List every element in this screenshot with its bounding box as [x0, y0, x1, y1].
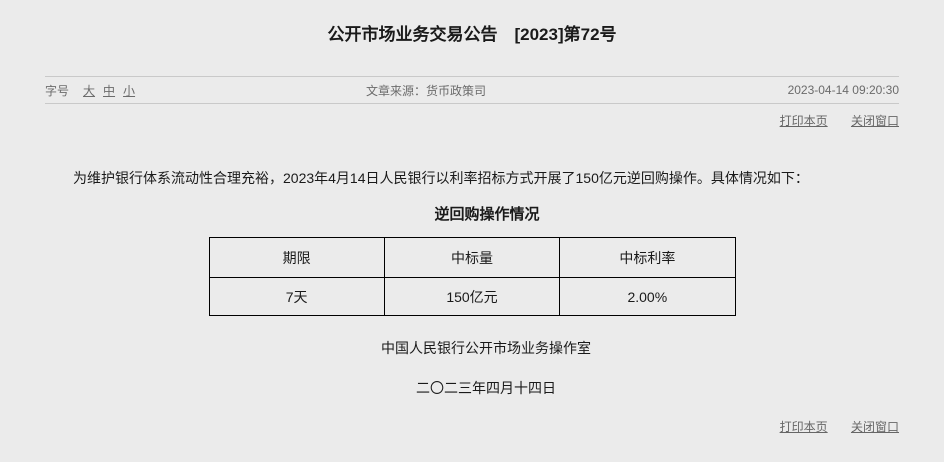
signature-date: 二〇二三年四月十四日 — [416, 380, 556, 396]
article-source: 文章来源：货币政策司 — [366, 82, 486, 99]
font-size-control: 字号 大 中 小 — [45, 82, 135, 99]
meta-bar: 字号 大 中 小 文章来源：货币政策司 2023-04-14 09:20:30 — [45, 76, 899, 104]
page-title: 公开市场业务交易公告 [2023]第72号 — [327, 25, 617, 44]
print-page-link-bottom[interactable]: 打印本页 — [779, 420, 828, 434]
table-cell-term: 7天 — [208, 277, 385, 316]
print-page-link[interactable]: 打印本页 — [779, 114, 828, 128]
signature-organization: 中国人民银行公开市场业务操作室 — [381, 340, 591, 356]
article-source-label: 文章来源： — [366, 83, 427, 98]
close-window-link[interactable]: 关闭窗口 — [850, 114, 899, 128]
bottom-action-links: 打印本页 关闭窗口 — [45, 419, 899, 435]
table-caption: 逆回购操作情况 — [434, 206, 540, 223]
announcement-body: 为维护银行体系流动性合理充裕，2023年4月14日人民银行以利率招标方式开展了1… — [73, 170, 809, 186]
article-source-value: 货币政策司 — [426, 83, 487, 98]
font-size-label: 字号 — [45, 83, 70, 98]
font-size-large-link[interactable]: 大 — [83, 83, 96, 98]
table-cell-rate: 2.00% — [559, 277, 736, 316]
table-header-volume: 中标量 — [383, 237, 561, 278]
close-window-link-bottom[interactable]: 关闭窗口 — [850, 420, 899, 434]
table-header-rate: 中标利率 — [559, 237, 736, 278]
table-cell-volume: 150亿元 — [383, 277, 561, 316]
reverse-repo-table: 期限 中标量 中标利率 7天 150亿元 2.00% — [208, 237, 736, 316]
publish-datetime: 2023-04-14 09:20:30 — [787, 83, 899, 97]
top-action-links: 打印本页 关闭窗口 — [45, 113, 899, 129]
table-row: 7天 150亿元 2.00% — [208, 277, 736, 316]
font-size-small-link[interactable]: 小 — [123, 83, 136, 98]
font-size-medium-link[interactable]: 中 — [103, 83, 116, 98]
table-header-term: 期限 — [208, 237, 385, 278]
announcement-page: 公开市场业务交易公告 [2023]第72号 字号 大 中 小 文章来源：货币政策… — [45, 0, 899, 435]
table-header-row: 期限 中标量 中标利率 — [208, 237, 736, 278]
